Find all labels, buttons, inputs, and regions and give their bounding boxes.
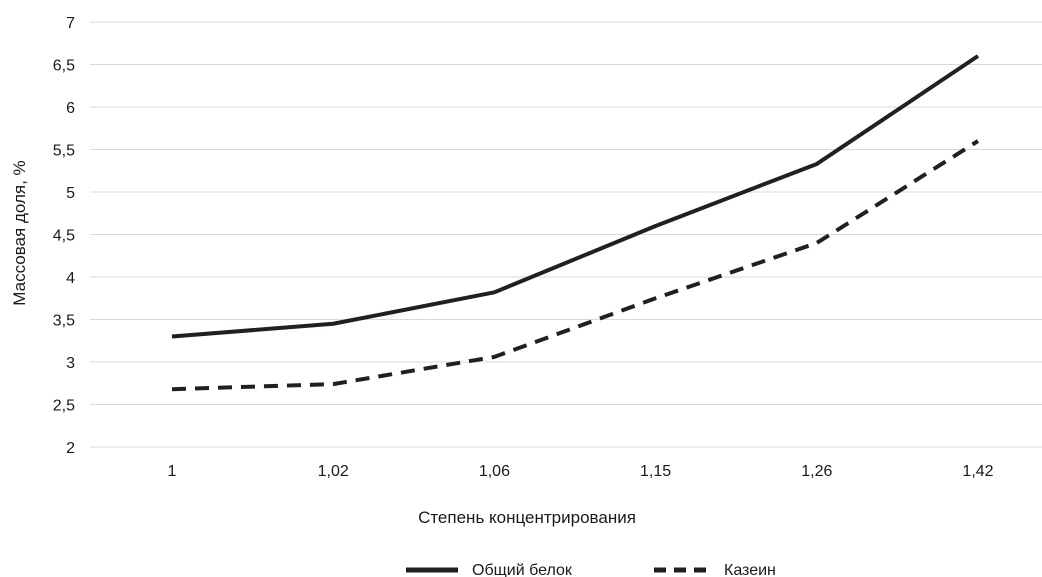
y-axis-title: Массовая доля, % bbox=[10, 160, 29, 305]
y-tick-label: 5,5 bbox=[53, 143, 75, 160]
gridlines bbox=[90, 21, 1042, 448]
y-tick-label: 3,5 bbox=[53, 313, 75, 330]
y-tick-label: 2 bbox=[66, 440, 75, 457]
x-tick-label: 1,26 bbox=[801, 463, 832, 480]
y-tick-label: 7 bbox=[66, 15, 75, 32]
x-tick-label: 1,15 bbox=[640, 463, 671, 480]
legend-label-total-protein: Общий белок bbox=[472, 562, 573, 577]
series-line-casein bbox=[171, 139, 980, 392]
series-lines bbox=[171, 54, 980, 392]
x-axis-title: Степень концентрирования bbox=[418, 508, 636, 527]
x-axis-ticks: 1 1,02 1,06 1,15 1,26 1,42 bbox=[168, 463, 994, 480]
y-tick-label: 4 bbox=[66, 270, 75, 287]
series-line-total-protein bbox=[171, 54, 980, 339]
y-tick-label: 5 bbox=[66, 185, 75, 202]
x-tick-label: 1 bbox=[168, 463, 177, 480]
x-tick-label: 1,02 bbox=[318, 463, 349, 480]
y-tick-label: 6 bbox=[66, 100, 75, 117]
y-tick-label: 4,5 bbox=[53, 228, 75, 245]
x-tick-label: 1,06 bbox=[479, 463, 510, 480]
legend: Общий белок Казеин bbox=[406, 562, 776, 577]
y-axis-ticks: 2 2,5 3 3,5 4 4,5 5 5,5 6 6,5 7 bbox=[53, 15, 75, 457]
y-tick-label: 3 bbox=[66, 355, 75, 372]
legend-label-casein: Казеин bbox=[724, 562, 776, 577]
x-tick-label: 1,42 bbox=[962, 463, 993, 480]
y-tick-label: 6,5 bbox=[53, 58, 75, 75]
y-tick-label: 2,5 bbox=[53, 398, 75, 415]
